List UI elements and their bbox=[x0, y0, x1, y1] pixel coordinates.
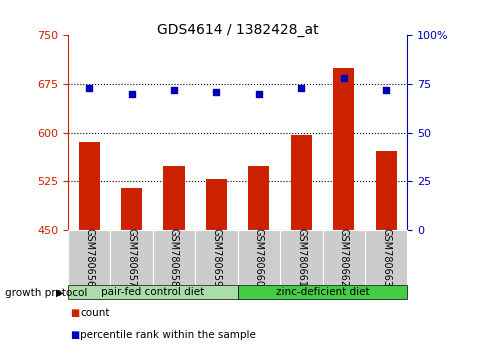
FancyBboxPatch shape bbox=[152, 230, 195, 285]
Bar bbox=[205, 179, 227, 230]
Text: count: count bbox=[80, 308, 109, 318]
Text: ▶: ▶ bbox=[56, 288, 63, 298]
Bar bbox=[78, 142, 100, 230]
Bar bbox=[121, 188, 142, 230]
Text: zinc-deficient diet: zinc-deficient diet bbox=[275, 287, 369, 297]
FancyBboxPatch shape bbox=[68, 230, 110, 285]
Text: ■: ■ bbox=[70, 330, 79, 339]
Text: pair-fed control diet: pair-fed control diet bbox=[101, 287, 204, 297]
Point bbox=[297, 85, 304, 91]
Point bbox=[127, 91, 135, 97]
FancyBboxPatch shape bbox=[322, 230, 364, 285]
Point bbox=[339, 75, 347, 81]
Bar bbox=[333, 68, 354, 230]
Text: GSM780656: GSM780656 bbox=[84, 228, 94, 287]
Point bbox=[212, 89, 220, 95]
FancyBboxPatch shape bbox=[237, 230, 280, 285]
Text: GSM780660: GSM780660 bbox=[253, 228, 263, 287]
Point bbox=[85, 85, 93, 91]
Text: GSM780663: GSM780663 bbox=[380, 228, 391, 287]
FancyBboxPatch shape bbox=[280, 230, 322, 285]
Bar bbox=[375, 151, 396, 230]
Text: GSM780661: GSM780661 bbox=[296, 228, 306, 287]
FancyBboxPatch shape bbox=[110, 230, 152, 285]
Text: GSM780657: GSM780657 bbox=[126, 228, 136, 287]
FancyBboxPatch shape bbox=[68, 285, 237, 299]
Text: GSM780659: GSM780659 bbox=[211, 228, 221, 287]
Bar bbox=[163, 166, 184, 230]
FancyBboxPatch shape bbox=[364, 230, 407, 285]
Text: GSM780662: GSM780662 bbox=[338, 228, 348, 287]
Text: GDS4614 / 1382428_at: GDS4614 / 1382428_at bbox=[156, 23, 318, 37]
Text: GSM780658: GSM780658 bbox=[168, 228, 179, 287]
FancyBboxPatch shape bbox=[195, 230, 237, 285]
Bar bbox=[248, 166, 269, 230]
Bar bbox=[290, 135, 311, 230]
Text: growth protocol: growth protocol bbox=[5, 288, 87, 298]
Text: percentile rank within the sample: percentile rank within the sample bbox=[80, 330, 256, 339]
FancyBboxPatch shape bbox=[237, 285, 407, 299]
Text: ■: ■ bbox=[70, 308, 79, 318]
Point bbox=[255, 91, 262, 97]
Point bbox=[381, 87, 389, 93]
Point bbox=[170, 87, 178, 93]
